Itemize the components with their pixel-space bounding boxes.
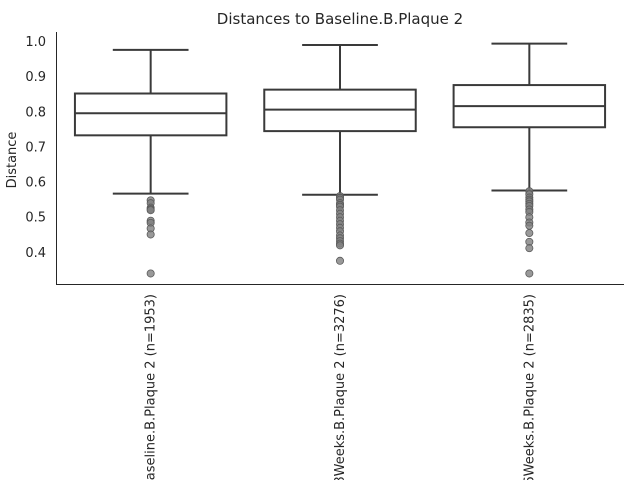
x-tick-label: 8Weeks.B.Plaque 2 (n=3276) <box>333 294 348 480</box>
outlier-point <box>525 244 534 253</box>
iqr-box <box>73 92 228 137</box>
outlier-point <box>525 269 534 278</box>
y-tick-label: 0.9 <box>25 70 46 85</box>
x-tick-label: Baseline.B.Plaque 2 (n=1953) <box>144 294 159 480</box>
x-axis-ticks: Baseline.B.Plaque 2 (n=1953) 8Weeks.B.Pla… <box>144 294 538 480</box>
y-tick-label: 0.6 <box>25 176 46 191</box>
outlier-point <box>335 256 344 265</box>
y-tick-label: 0.7 <box>25 140 46 155</box>
chart-title: Distances to Baseline.B.Plaque 2 <box>217 10 463 28</box>
y-tick-label: 1.0 <box>25 35 46 50</box>
boxes <box>73 42 607 278</box>
y-tick-label: 0.8 <box>25 105 46 120</box>
outlier-point <box>146 269 155 278</box>
y-axis-ticks: 0.4 0.5 0.6 0.7 0.8 0.9 1.0 <box>25 35 46 261</box>
x-tick-label: 16Weeks.B.Plaque 2 (n=2835) <box>522 294 537 480</box>
outlier-point <box>335 241 344 250</box>
y-axis-label: Distance <box>5 132 20 189</box>
outlier-point <box>525 221 534 230</box>
outlier-point <box>525 229 534 238</box>
y-tick-label: 0.5 <box>25 211 46 226</box>
y-tick-label: 0.4 <box>25 246 46 261</box>
box-group <box>263 44 417 265</box>
outlier-point <box>146 206 155 215</box>
box-group <box>452 42 607 278</box>
outlier-point <box>146 230 155 239</box>
box-group <box>73 48 228 278</box>
